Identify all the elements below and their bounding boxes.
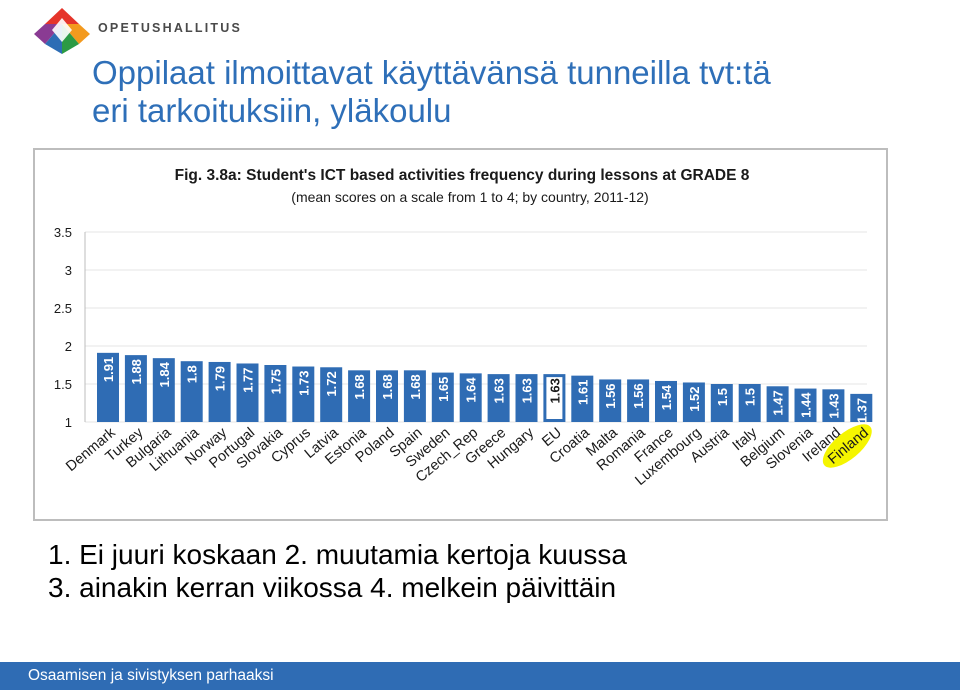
bar-belgium (766, 386, 789, 422)
bar-cyprus (292, 366, 315, 422)
bar-malta (599, 379, 622, 422)
logo-center (52, 18, 72, 42)
y-tick-label: 1 (65, 415, 72, 430)
bar-value-label: 1.68 (380, 374, 395, 399)
chart-title: Fig. 3.8a: Student's ICT based activitie… (175, 167, 750, 184)
bar-value-label: 1.63 (547, 378, 562, 403)
bar-luxembourg (682, 382, 705, 422)
bar-value-label: 1.37 (854, 398, 869, 423)
bar-croatia (571, 375, 594, 422)
bar-value-label: 1.63 (492, 378, 507, 403)
footer-bar: Osaamisen ja sivistyksen parhaaksi (0, 662, 960, 690)
bar-slovenia (794, 388, 817, 422)
bar-value-label: 1.75 (268, 369, 283, 394)
slide-title-line2: eri tarkoituksiin, yläkoulu (92, 92, 452, 129)
bar-hungary (515, 374, 538, 422)
bar-value-label: 1.5 (715, 388, 730, 406)
bar-value-label: 1.65 (436, 377, 451, 402)
chart-subtitle: (mean scores on a scale from 1 to 4; by … (291, 189, 648, 205)
bar-value-label: 1.68 (352, 374, 367, 399)
bar-value-label: 1.47 (771, 390, 786, 415)
y-tick-label: 3.5 (54, 225, 72, 240)
bar-value-label: 1.63 (520, 378, 535, 403)
bar-estonia (348, 370, 371, 422)
bar-value-label: 1.52 (687, 386, 702, 411)
bar-denmark (97, 352, 119, 422)
bar-lithuania (180, 361, 203, 422)
y-axis-ticks: 1 1.5 2 2.5 3 3.5 (54, 225, 72, 430)
bar-turkey (124, 355, 147, 422)
bar-value-label: 1.77 (241, 367, 256, 392)
bar-value-label: 1.8 (185, 365, 200, 383)
bar-austria (710, 384, 733, 422)
chart-frame: Fig. 3.8a: Student's ICT based activitie… (33, 148, 888, 521)
y-tick-label: 3 (65, 263, 72, 278)
bar-norway (208, 361, 231, 422)
bar-value-label: 1.54 (659, 384, 674, 410)
bar-sweden (431, 372, 454, 422)
bar-romania (627, 379, 650, 422)
bar-value-label: 1.56 (631, 383, 646, 408)
bar-value-label: 1.79 (213, 366, 228, 391)
bar-finland (850, 393, 873, 422)
org-name: OPETUSHALLITUS (98, 21, 242, 35)
bar-eu-highlight (544, 375, 565, 421)
scale-legend-line1: 1. Ei juuri koskaan 2. muutamia kertoja … (48, 539, 627, 570)
bar-bulgaria (152, 358, 175, 422)
y-tick-label: 1.5 (54, 377, 72, 392)
y-tick-label: 2.5 (54, 301, 72, 316)
scale-legend-line2: 3. ainakin kerran viikossa 4. melkein pä… (48, 572, 617, 603)
slide-title: Oppilaat ilmoittavat käyttävänsä tunneil… (92, 54, 932, 130)
bar-value-label: 1.91 (101, 357, 116, 382)
bar-value-label: 1.84 (157, 361, 172, 387)
bar-value-label: 1.68 (408, 374, 423, 399)
bar-slovakia (264, 365, 287, 422)
bar-czech-rep (459, 373, 482, 422)
opetushallitus-logo (34, 8, 90, 54)
footer-text: Osaamisen ja sivistyksen parhaaksi (28, 667, 274, 684)
bar-ireland (822, 389, 845, 422)
logo-top-segment (45, 8, 79, 24)
finland-highlight (822, 424, 872, 468)
bar-value-label: 1.5 (743, 388, 758, 406)
bar-value-label: 1.61 (575, 380, 590, 405)
bar-greece (487, 374, 510, 422)
bar-portugal (236, 363, 259, 422)
bar-value-label: 1.73 (296, 371, 311, 396)
slide-title-line1: Oppilaat ilmoittavat käyttävänsä tunneil… (92, 54, 771, 91)
bar-value-labels: 1.91 1.88 1.84 1.8 1.79 1.77 1.75 1.73 1.72 1.68 1… (101, 357, 869, 423)
bar-poland (376, 370, 398, 422)
bar-italy (738, 384, 761, 422)
bar-value-label: 1.43 (826, 393, 841, 418)
bar-latvia (320, 367, 343, 422)
x-axis-labels: DenmarkTurkeyBulgariaLithuaniaNorwayPort… (63, 424, 872, 489)
bar-value-label: 1.88 (129, 359, 144, 384)
bar-value-label: 1.72 (324, 371, 339, 396)
bar-chart: Fig. 3.8a: Student's ICT based activitie… (54, 167, 873, 489)
bar-france (655, 380, 677, 422)
bar-value-label: 1.64 (464, 377, 479, 403)
bar-spain (403, 370, 426, 422)
bars (97, 352, 873, 422)
bar-value-label: 1.44 (799, 392, 814, 418)
y-tick-label: 2 (65, 339, 72, 354)
scale-legend: 1. Ei juuri koskaan 2. muutamia kertoja … (48, 538, 928, 604)
bar-value-label: 1.56 (603, 383, 618, 408)
